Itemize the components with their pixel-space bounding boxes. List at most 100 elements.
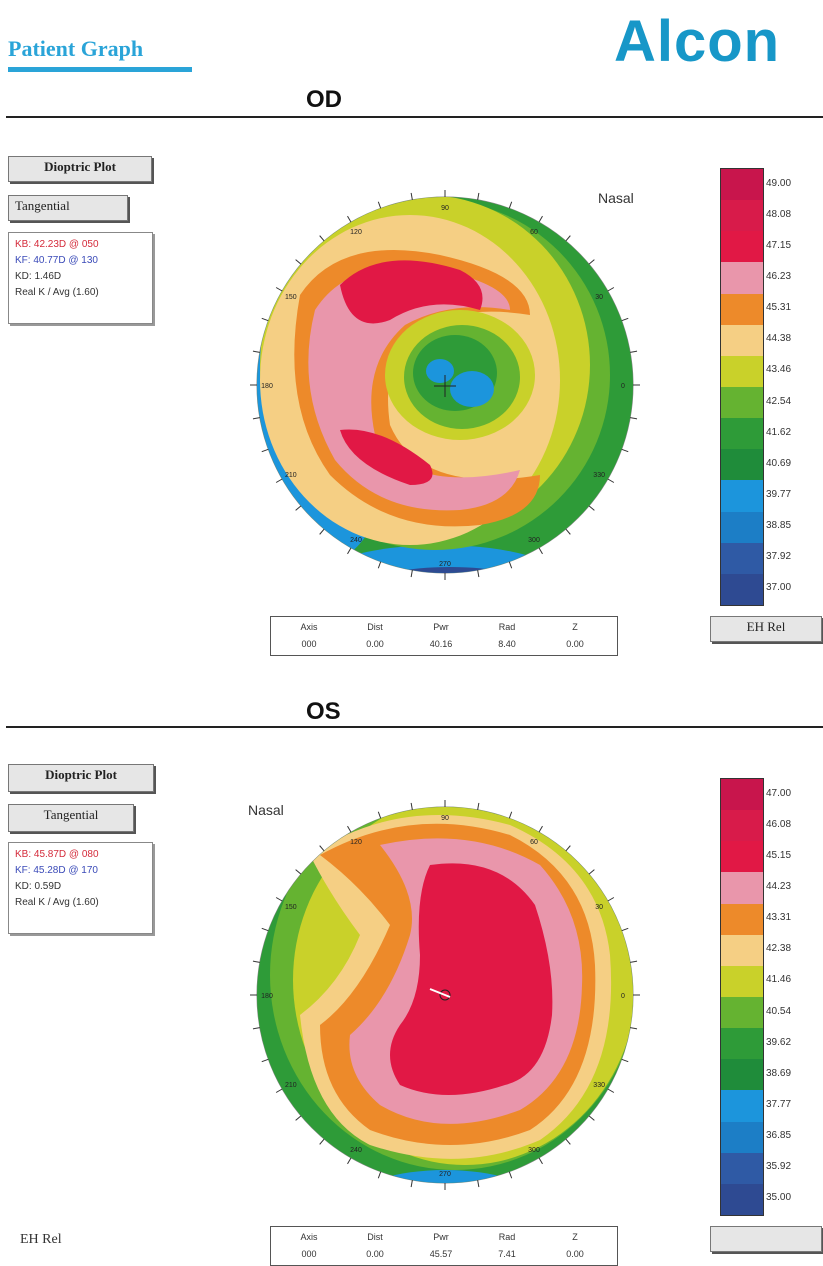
os-scale-label: 42.38 <box>766 943 792 955</box>
od-degree-tick <box>508 201 513 209</box>
od-scale-segment <box>721 386 763 419</box>
os-eh-rel-label: EH Rel <box>20 1232 62 1247</box>
od-readout-value: 8.40 <box>498 639 516 649</box>
od-tangential-button[interactable]: Tangential <box>8 195 128 221</box>
od-degree-label: 60 <box>530 229 538 236</box>
os-scale-button[interactable] <box>710 1226 822 1252</box>
od-dioptric-plot-button[interactable]: Dioptric Plot <box>8 156 152 182</box>
od-scale-segment <box>721 449 763 481</box>
od-degree-tick <box>261 448 269 453</box>
os-scale-segment <box>721 841 763 873</box>
od-scale-label: 48.08 <box>766 208 792 220</box>
os-degree-tick <box>252 1027 260 1030</box>
od-degree-tick <box>588 505 595 511</box>
od-degree-tick <box>588 259 595 265</box>
os-degree-label: 180 <box>261 993 273 1000</box>
od-degree-label: 30 <box>595 294 603 301</box>
alcon-logo: Alcon <box>614 9 781 74</box>
os-readout-header: Dist <box>367 1232 383 1242</box>
od-degree-tick <box>477 192 480 200</box>
od-degree-tick <box>508 561 513 569</box>
od-nasal-label: Nasal <box>598 190 634 206</box>
od-scale-segment <box>721 573 763 605</box>
os-scale-label: 44.23 <box>766 881 792 892</box>
od-eh-rel-button[interactable]: EH Rel <box>710 616 822 642</box>
os-degree-tick <box>565 1138 571 1145</box>
os-dioptric-plot-button[interactable]: Dioptric Plot <box>8 764 154 792</box>
od-readout-table: Axis Dist Pwr Rad Z 000 0.00 40.16 8.40 0.00 <box>270 616 618 656</box>
os-degree-label: 0 <box>621 993 625 1000</box>
os-readout-header: Z <box>572 1232 578 1242</box>
od-degree-tick <box>295 259 302 265</box>
od-degree-label: 90 <box>441 205 449 212</box>
os-degree-tick <box>508 1171 513 1179</box>
os-keratometry-box: KB: 45.87D @ 080 KF: 45.28D @ 170 KD: 0.… <box>8 842 153 934</box>
os-readout-value: 000 <box>301 1249 317 1259</box>
od-scale-segment <box>721 200 763 232</box>
os-degree-tick <box>565 845 571 852</box>
os-scale-segment <box>721 1059 763 1091</box>
od-degree-tick <box>275 287 283 292</box>
od-scale-segment <box>721 231 763 263</box>
od-degree-tick <box>630 350 638 353</box>
os-tangential-button[interactable]: Tangential <box>8 804 134 832</box>
od-degree-label: 180 <box>261 383 273 390</box>
os-degree-tick <box>630 1027 638 1030</box>
od-degree-tick <box>607 287 615 292</box>
os-degree-tick <box>607 897 615 902</box>
os-scale-label: 38.69 <box>766 1067 792 1079</box>
os-degree-label: 210 <box>285 1082 297 1089</box>
os-degree-tick <box>630 960 638 963</box>
od-scale-label: 44.38 <box>766 333 792 345</box>
od-readout-value: 40.16 <box>429 639 453 649</box>
os-scale-segment <box>721 903 763 935</box>
od-degree-tick <box>295 505 302 511</box>
od-degree-tick <box>538 547 543 555</box>
os-degree-tick <box>607 1088 615 1093</box>
os-degree-tick <box>477 1180 480 1188</box>
od-degree-tick <box>261 317 269 322</box>
od-degree-tick <box>410 192 413 200</box>
od-scale-label: 38.85 <box>766 520 792 532</box>
os-degree-tick <box>261 927 269 932</box>
os-scale-labels: 47.00 46.08 45.15 44.23 43.31 42.38 41.46 40.54… <box>766 778 816 1214</box>
os-scale-segment <box>721 996 763 1029</box>
od-scale-label: 42.54 <box>766 395 792 407</box>
os-scale-segment <box>721 1090 763 1122</box>
od-scale-label: 40.69 <box>766 457 792 469</box>
od-kf-value: KF: 40.77D @ 130 <box>15 255 98 266</box>
os-degree-label: 60 <box>530 839 538 846</box>
od-scale-label: 39.77 <box>766 489 792 500</box>
od-degree-label: 0 <box>621 383 625 390</box>
od-scale-label: 37.00 <box>766 582 792 594</box>
os-degree-tick <box>477 802 480 810</box>
os-nasal-label: Nasal <box>248 802 284 818</box>
od-readout-header: Pwr <box>433 622 449 632</box>
os-kf-value: KF: 45.28D @ 170 <box>15 865 98 876</box>
os-degree-tick <box>377 1171 382 1179</box>
od-degree-label: 270 <box>439 561 451 568</box>
od-degree-label: 240 <box>350 537 362 544</box>
os-readout-value: 0.00 <box>366 1249 384 1259</box>
os-degree-label: 90 <box>441 815 449 822</box>
os-scale-segment <box>721 779 763 811</box>
os-scale-segment <box>721 934 763 966</box>
od-degree-tick <box>630 417 638 420</box>
os-degree-tick <box>621 1058 629 1063</box>
os-degree-tick <box>377 811 382 819</box>
od-degree-tick <box>319 528 325 535</box>
od-degree-tick <box>347 215 352 223</box>
os-degree-label: 150 <box>285 904 297 911</box>
od-scale-segment <box>721 324 763 356</box>
page-title: Patient Graph <box>8 36 144 61</box>
od-degree-label: 210 <box>285 472 297 479</box>
os-scale-segment <box>721 810 763 842</box>
od-degree-tick <box>565 528 571 535</box>
od-readout-value: 000 <box>301 639 317 649</box>
od-center-marker <box>434 375 456 397</box>
os-real-k: Real K / Avg (1.60) <box>15 897 99 908</box>
os-degree-tick <box>588 869 595 875</box>
os-scale-label: 35.00 <box>766 1192 792 1204</box>
os-degree-tick <box>538 825 543 833</box>
